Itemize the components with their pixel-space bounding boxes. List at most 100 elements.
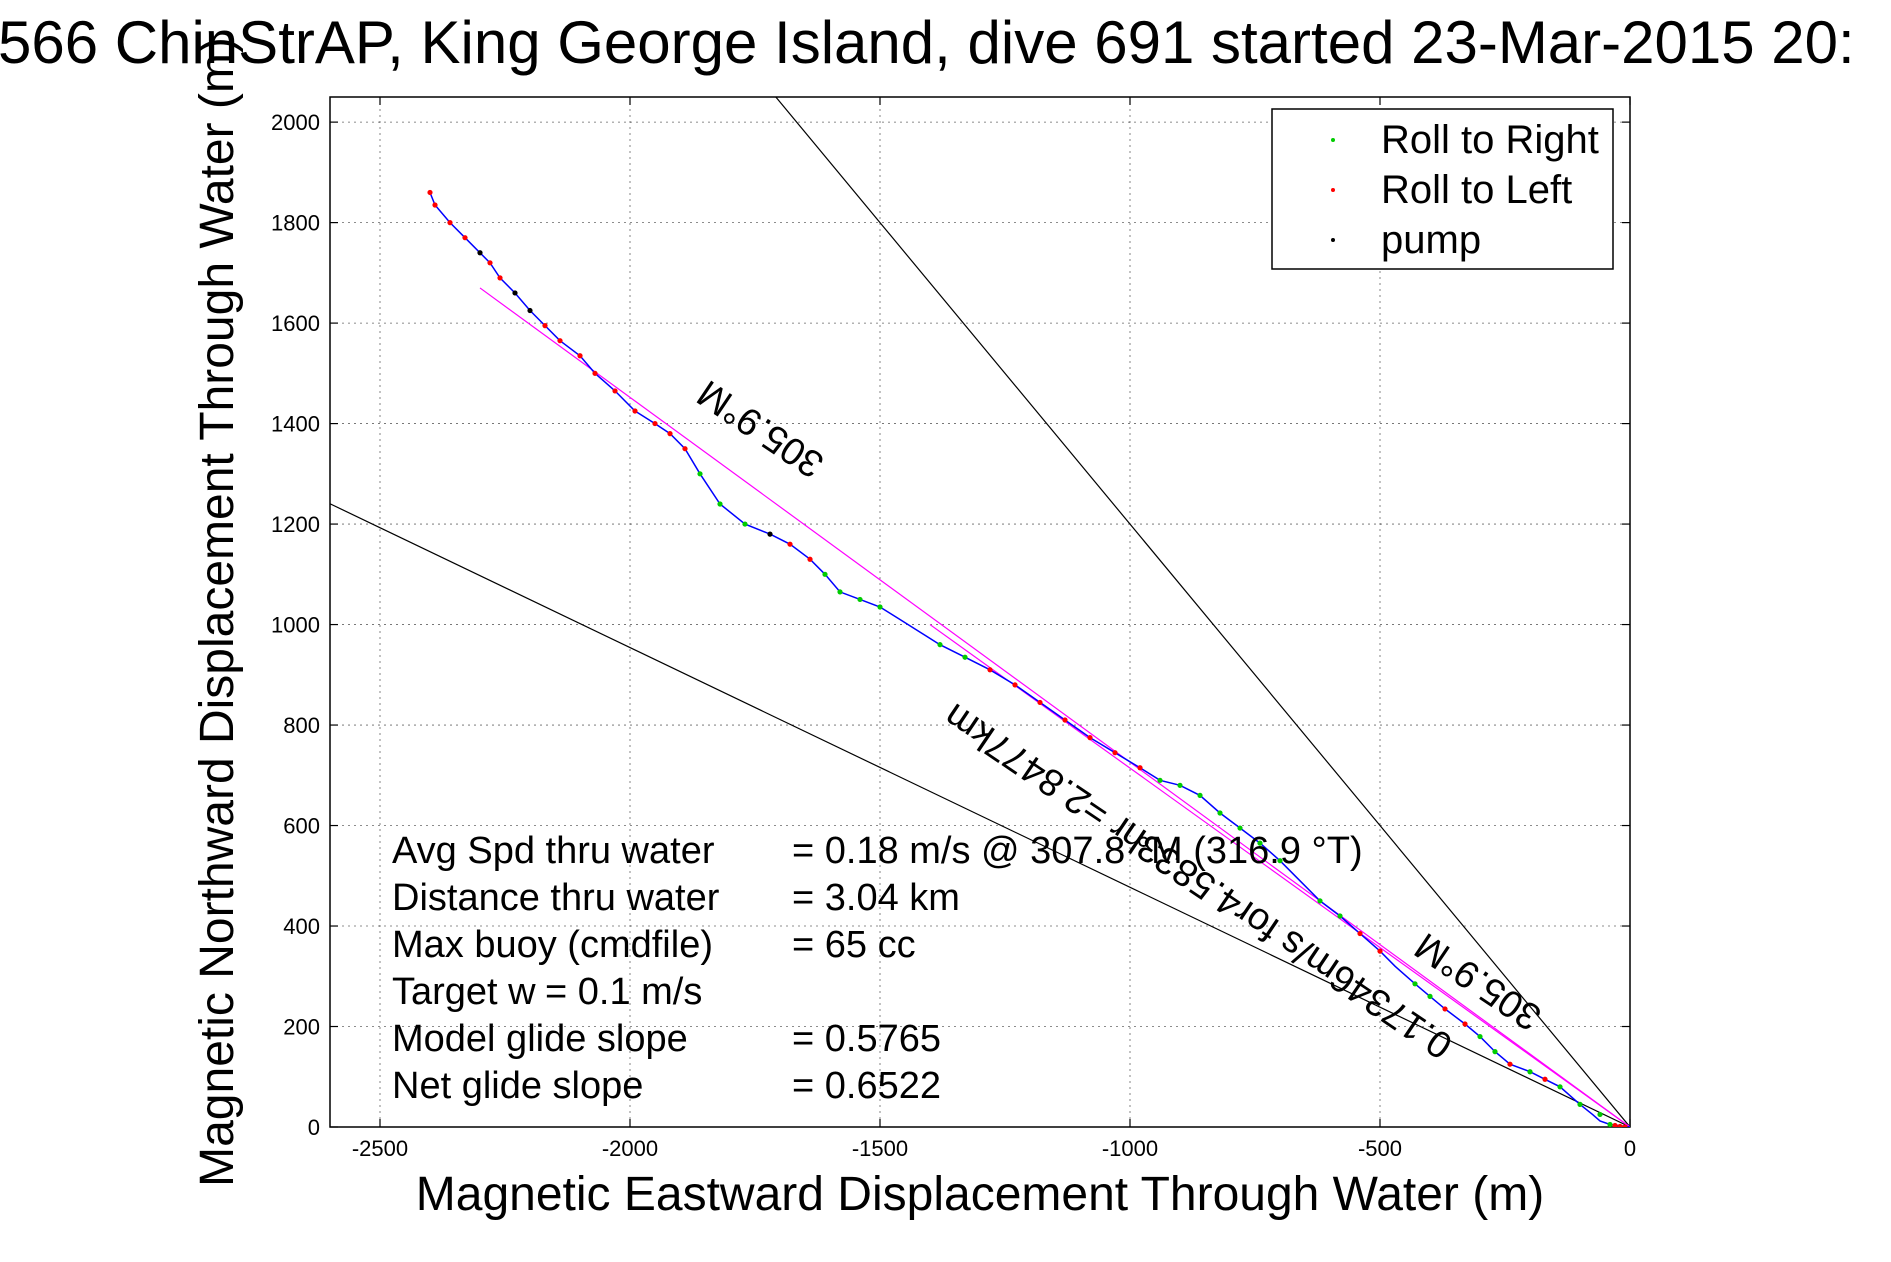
roll-right-marker: [1337, 913, 1343, 919]
roll-right-marker: [857, 596, 863, 603]
roll-left-marker: [1112, 750, 1118, 756]
roll-right-marker: [1157, 777, 1163, 783]
x-axis-ticks: -2500 -2000 -1500 -1000 -500 0: [352, 97, 1636, 1161]
x-tick-label: -1000: [1102, 1136, 1158, 1161]
legend-marker-pump: [1331, 238, 1335, 242]
roll-right-marker: [1577, 1101, 1583, 1107]
x-axis-label: Magnetic Eastward Displacement Through W…: [416, 1168, 1544, 1221]
roll-right-marker: [1217, 810, 1223, 816]
track-line: [429, 192, 1630, 1127]
roll-right-marker: [1607, 1121, 1613, 1127]
roll-right-marker: [1427, 993, 1433, 999]
roll-right-marker: [1412, 981, 1418, 987]
x-tick-label: -2500: [352, 1136, 408, 1161]
roll-left-marker: [1507, 1061, 1513, 1067]
roll-right-marker: [1257, 840, 1263, 846]
legend-label-roll-right: Roll to Right: [1381, 118, 1599, 162]
roll-left-marker: [1612, 1122, 1618, 1127]
reference-line: [330, 503, 1630, 1127]
roll-right-marker: [1557, 1084, 1563, 1090]
roll-left-marker: [1617, 1123, 1623, 1127]
roll-left-marker: [1462, 1021, 1468, 1027]
y-tick-label: 0: [308, 1115, 320, 1140]
roll-left-marker: [1087, 735, 1093, 741]
annotation-label: Model glide slope: [392, 1018, 688, 1060]
x-tick-label: 0: [1624, 1136, 1636, 1161]
pump-marker: [527, 307, 533, 314]
roll-left-marker: [1357, 930, 1363, 937]
y-tick-label: 1600: [271, 311, 320, 336]
x-tick-label: -1500: [852, 1136, 908, 1161]
pump-marker: [477, 250, 483, 256]
roll-left-marker: [427, 189, 433, 196]
roll-left-marker: [987, 667, 993, 673]
roll-left-marker: [1037, 699, 1043, 706]
roll-right-marker: [837, 589, 843, 595]
y-tick-label: 1200: [271, 512, 320, 537]
annotation-label: Net glide slope: [392, 1065, 643, 1107]
chart-title: 566 ChinStrAP, King George Island, dive …: [0, 9, 1855, 76]
roll-left-marker: [632, 408, 638, 414]
roll-right-marker: [1197, 792, 1203, 798]
roll-left-marker: [462, 235, 468, 241]
pump-marker: [767, 531, 773, 537]
y-axis-ticks: 0 200 400 600 800 1000 1200 1400 1600 1800 2000: [271, 110, 1630, 1140]
annotation-value: = 0.18 m/s @ 307.8 °M (316.9 °T): [792, 830, 1363, 872]
annotation-value: = 0.1 m/s: [545, 971, 702, 1013]
roll-left-marker: [787, 541, 793, 547]
roll-right-marker: [1492, 1049, 1498, 1055]
roll-right-marker: [962, 654, 968, 660]
legend-label-pump: pump: [1381, 218, 1481, 262]
y-tick-label: 1800: [271, 211, 320, 236]
legend-label-roll-left: Roll to Left: [1381, 168, 1572, 212]
roll-right-marker: [717, 501, 723, 507]
roll-right-marker: [1237, 825, 1243, 831]
legend: Roll to Right Roll to Left pump: [1271, 108, 1614, 270]
roll-right-marker: [937, 642, 943, 648]
roll-right-marker: [1277, 858, 1283, 864]
roll-left-marker: [1377, 948, 1383, 954]
reference-lines: [330, 97, 1630, 1127]
roll-left-marker: [592, 370, 598, 376]
annotation-value: = 3.04 km: [792, 877, 960, 919]
pump-marker: [512, 290, 518, 296]
reference-line: [479, 287, 1630, 1127]
annotation-label: Target w: [392, 971, 536, 1013]
y-tick-label: 400: [283, 914, 320, 939]
roll-left-marker: [1542, 1076, 1548, 1082]
y-tick-label: 1000: [271, 613, 320, 638]
y-tick-label: 800: [283, 713, 320, 738]
annotation-label: Avg Spd thru water: [392, 830, 715, 872]
x-tick-label: -500: [1358, 1136, 1402, 1161]
annotation-value: = 65 cc: [792, 924, 916, 966]
roll-left-marker: [667, 431, 673, 437]
roll-left-marker: [652, 420, 658, 427]
roll-right-marker: [1317, 898, 1323, 904]
roll-right-marker: [742, 521, 748, 527]
roll-right-marker: [1177, 782, 1183, 788]
roll-right-marker: [1527, 1069, 1533, 1075]
roll-left-marker: [1442, 1006, 1448, 1012]
annotation-value: = 0.5765: [792, 1018, 941, 1060]
roll-left-marker: [682, 446, 688, 452]
roll-right-marker: [697, 471, 703, 477]
roll-left-marker: [1062, 717, 1068, 723]
y-axis-label: Magnetic Northward Displacement Through …: [191, 37, 244, 1187]
y-tick-label: 2000: [271, 110, 320, 135]
annotation-value: = 0.6522: [792, 1065, 941, 1107]
roll-left-marker: [807, 556, 813, 562]
legend-marker-roll-right: [1331, 138, 1335, 142]
roll-left-marker: [612, 388, 618, 394]
roll-left-marker: [557, 338, 563, 344]
roll-right-marker: [877, 604, 883, 610]
roll-and-pump-markers: [427, 189, 1628, 1127]
roll-left-marker: [577, 353, 583, 359]
legend-box: [1271, 108, 1614, 270]
stats-annotations: Avg Spd thru water = 0.18 m/s @ 307.8 °M…: [392, 830, 1363, 1107]
roll-left-marker: [1622, 1124, 1628, 1127]
roll-left-marker: [1137, 765, 1143, 771]
y-tick-label: 1400: [271, 412, 320, 437]
y-tick-label: 600: [283, 814, 320, 839]
annotation-label: Distance thru water: [392, 877, 720, 919]
